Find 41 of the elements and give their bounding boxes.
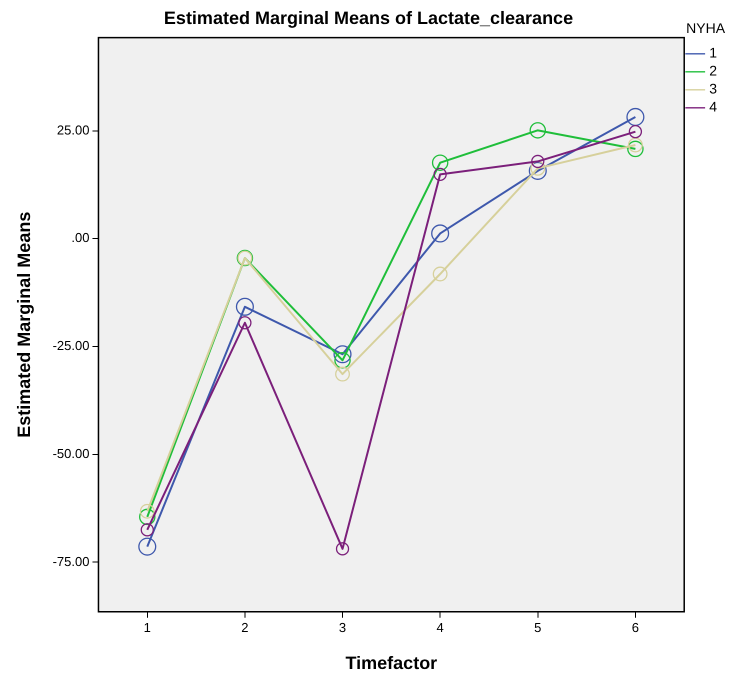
point	[336, 542, 350, 556]
point	[236, 298, 254, 316]
point	[431, 224, 450, 243]
point	[530, 160, 546, 176]
y-tick-label: -25.00	[52, 338, 90, 354]
x-tick-label: 2	[241, 620, 249, 636]
legend-label: 3	[709, 80, 718, 97]
point	[530, 122, 546, 139]
point	[334, 352, 351, 369]
point	[140, 504, 155, 519]
point	[628, 124, 642, 138]
point	[333, 345, 352, 364]
y-tick-label: -50.00	[52, 446, 90, 461]
x-tick-label: 1	[144, 620, 151, 636]
legend-label: 1	[709, 44, 718, 61]
point	[335, 366, 350, 382]
point	[238, 316, 252, 330]
y-tick-label: -75.00	[52, 554, 90, 569]
point	[138, 538, 156, 556]
point	[434, 168, 447, 182]
x-tick-label: 3	[338, 620, 346, 636]
y-tick-label: .00	[71, 230, 90, 246]
legend-label: 4	[709, 98, 718, 115]
chart-title: Estimated Marginal Means of Lactate_clearance	[164, 8, 574, 28]
point	[432, 154, 448, 171]
x-tick-label: 6	[632, 620, 640, 636]
point	[626, 108, 644, 126]
point	[432, 266, 448, 282]
x-tick-label: 5	[534, 620, 542, 636]
y-tick-label: 25.00	[56, 122, 90, 138]
legend-label: 2	[709, 62, 718, 79]
legend-title: NYHA	[686, 20, 726, 36]
x-axis-title: Timefactor	[345, 653, 438, 674]
y-axis-title: Estimated Marginal Means	[14, 212, 34, 438]
point	[139, 508, 156, 526]
point	[628, 138, 643, 152]
x-tick-label: 4	[436, 620, 444, 636]
point	[531, 154, 544, 168]
point	[140, 523, 154, 536]
point	[528, 162, 547, 180]
point	[627, 140, 644, 158]
